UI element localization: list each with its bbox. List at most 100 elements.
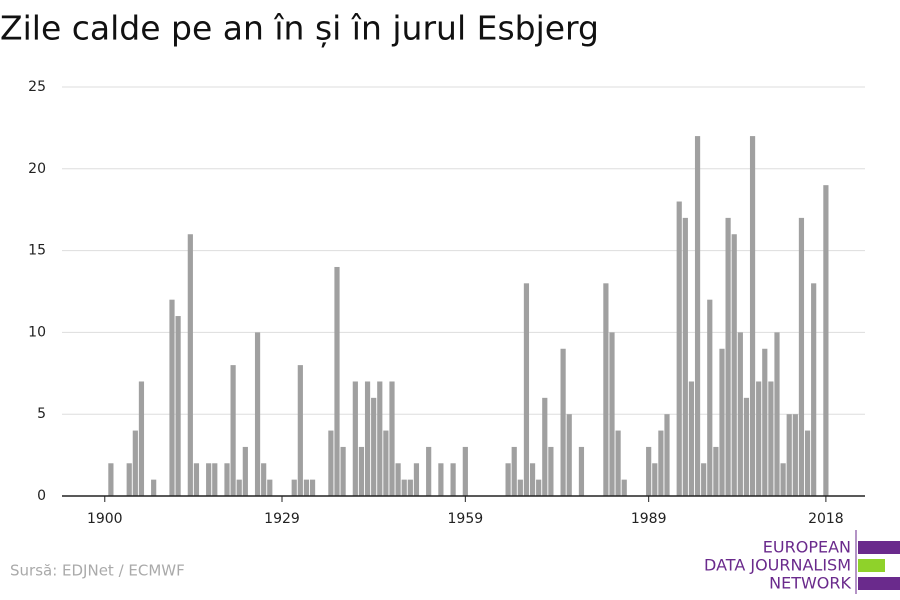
bar — [267, 479, 273, 496]
logo-text: DATA JOURNALISM — [704, 556, 851, 575]
bar — [438, 463, 444, 496]
bar — [768, 381, 774, 496]
bar — [664, 414, 670, 496]
bar — [529, 463, 536, 496]
bar — [352, 381, 358, 496]
bar — [297, 365, 303, 496]
bar — [682, 217, 688, 496]
bar — [371, 397, 377, 496]
bar — [108, 463, 114, 496]
bar — [621, 479, 627, 496]
x-tick-label: 1959 — [448, 511, 484, 527]
bar — [603, 283, 609, 496]
bar — [798, 217, 805, 496]
bar — [224, 463, 230, 496]
bar — [334, 266, 340, 496]
bar — [358, 446, 365, 496]
bar — [780, 463, 786, 496]
chart-title: Zile calde pe an în și în jurul Esbjerg — [0, 9, 599, 48]
bar — [450, 463, 456, 496]
logo-text: NETWORK — [769, 574, 851, 593]
x-tick-label: 1929 — [264, 511, 300, 527]
bar — [646, 446, 652, 496]
bar — [187, 234, 193, 497]
bar — [743, 397, 750, 496]
bar — [804, 430, 811, 496]
bar — [426, 446, 432, 496]
bar — [462, 446, 468, 496]
bar — [749, 136, 756, 496]
bar — [707, 299, 713, 496]
bar — [578, 446, 585, 496]
bar — [389, 381, 395, 496]
bar — [560, 348, 566, 496]
bar — [517, 479, 523, 496]
x-tick-label: 2018 — [808, 511, 844, 527]
bar — [169, 299, 175, 496]
y-tick-label: 0 — [37, 488, 46, 504]
bar — [230, 365, 236, 496]
bar — [193, 463, 200, 496]
logo-bar — [858, 559, 885, 572]
bar — [701, 463, 707, 496]
bar — [774, 332, 780, 496]
logo-bar — [858, 541, 900, 554]
y-tick-label: 25 — [28, 79, 46, 95]
bar — [126, 463, 132, 496]
bar — [383, 430, 389, 496]
bar — [340, 446, 346, 496]
bar — [261, 463, 267, 496]
bar — [138, 381, 145, 496]
y-tick-label: 5 — [37, 406, 46, 422]
bar — [566, 414, 572, 496]
bar — [737, 332, 743, 496]
bar — [395, 463, 401, 496]
bar — [505, 463, 511, 496]
bar — [413, 463, 420, 496]
bar — [377, 381, 383, 496]
bar — [212, 463, 218, 496]
bar — [536, 479, 542, 496]
bar — [823, 185, 829, 496]
x-tick-label: 1989 — [631, 511, 667, 527]
bar — [676, 201, 682, 496]
bar — [407, 479, 413, 496]
bar — [713, 446, 719, 496]
y-tick-label: 10 — [28, 324, 46, 340]
bar — [719, 348, 725, 496]
bar — [725, 217, 731, 496]
bar — [548, 446, 554, 496]
bar — [328, 430, 334, 496]
bar — [236, 479, 242, 496]
bar — [731, 234, 737, 497]
bar — [511, 446, 517, 496]
bar — [151, 479, 157, 496]
bar — [792, 414, 798, 496]
bar — [542, 397, 548, 496]
logo-text: EUROPEAN — [763, 538, 851, 557]
bar — [615, 430, 621, 496]
bar — [206, 463, 212, 496]
bar — [609, 332, 615, 496]
x-tick-label: 1900 — [87, 511, 123, 527]
bar — [652, 463, 658, 496]
bar — [303, 479, 310, 496]
logo-bar — [858, 577, 900, 590]
bar — [254, 332, 261, 496]
bar — [364, 381, 371, 496]
bar — [694, 136, 701, 496]
bar — [658, 430, 664, 496]
bar — [132, 430, 138, 496]
bar — [242, 446, 248, 496]
bar — [291, 479, 297, 496]
bar — [756, 381, 762, 496]
y-tick-label: 20 — [28, 161, 46, 177]
bar — [401, 479, 407, 496]
bar — [786, 414, 792, 496]
bar — [811, 283, 817, 496]
bar — [762, 348, 768, 496]
bar — [523, 283, 530, 496]
source: Sursă: EDJNet / ECMWF — [10, 562, 185, 580]
bar — [175, 316, 181, 496]
